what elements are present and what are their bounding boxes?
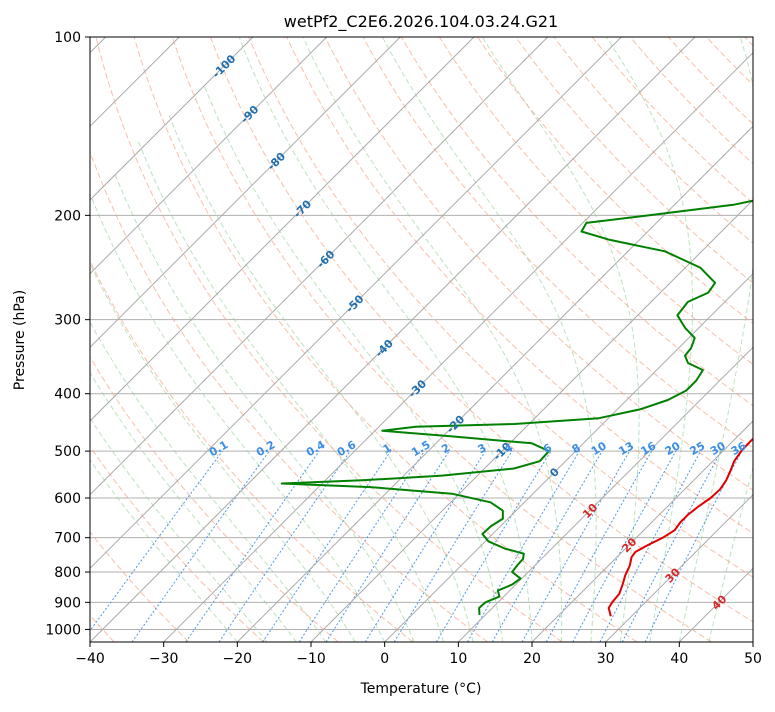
y-tick-label: 600: [54, 491, 81, 507]
x-tick-label: −30: [149, 651, 179, 667]
x-tick-label: −40: [75, 651, 105, 667]
y-tick-label: 1000: [45, 622, 81, 638]
x-tick-label: −20: [223, 651, 253, 667]
y-tick-label: 900: [54, 595, 81, 611]
x-tick-label: −10: [296, 651, 326, 667]
y-axis-label: Pressure (hPa): [12, 290, 28, 390]
y-tick-label: 500: [54, 444, 81, 460]
y-tick-label: 400: [54, 387, 81, 403]
y-tick-label: 700: [54, 531, 81, 547]
y-tick-label: 100: [54, 30, 81, 46]
x-tick-label: 40: [670, 651, 688, 667]
x-tick-label: 0: [380, 651, 389, 667]
x-tick-label: 30: [597, 651, 615, 667]
y-tick-label: 800: [54, 565, 81, 581]
x-axis-label: Temperature (°C): [360, 681, 482, 697]
y-tick-label: 200: [54, 208, 81, 224]
y-tick-label: 300: [54, 313, 81, 329]
x-tick-label: 20: [523, 651, 541, 667]
x-tick-label: 50: [744, 651, 762, 667]
chart-title: wetPf2_C2E6.2026.104.03.24.G21: [284, 12, 558, 32]
x-tick-label: 10: [449, 651, 467, 667]
